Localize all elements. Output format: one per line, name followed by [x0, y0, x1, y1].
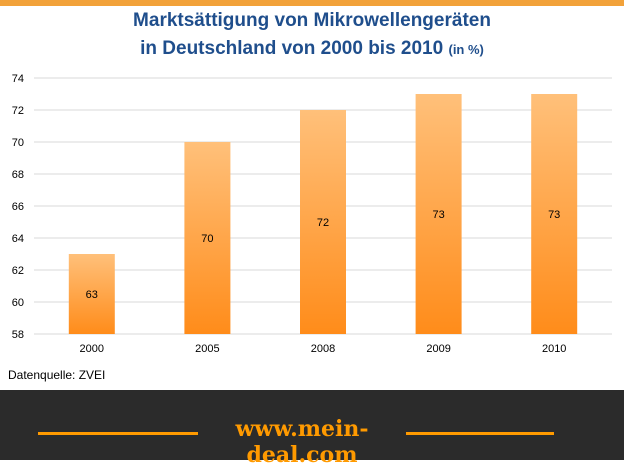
chart-title-line2: in Deutschland von 2000 bis 2010 (in %) [0, 38, 624, 60]
bar-2009 [415, 94, 462, 334]
y-tick-label-72: 72 [12, 105, 24, 117]
data-label-2009: 73 [432, 209, 444, 221]
bar-2005 [184, 142, 231, 334]
y-tick-label-74: 74 [12, 73, 24, 85]
data-label-2005: 70 [201, 233, 213, 245]
x-tick-label-2010: 2010 [542, 343, 566, 355]
footer-bar [0, 390, 624, 460]
footer-line-left [38, 432, 198, 435]
x-tick-label-2009: 2009 [426, 343, 450, 355]
data-label-2010: 73 [548, 209, 560, 221]
footer-url-link[interactable]: www.mein-deal.com [235, 416, 369, 468]
chart-title-unit: (in %) [448, 42, 484, 57]
y-tick-label-70: 70 [12, 137, 24, 149]
data-label-2000: 63 [86, 289, 98, 301]
x-tick-label-2000: 2000 [80, 343, 104, 355]
y-tick-label-60: 60 [12, 297, 24, 309]
chart-title-line1: Marktsättigung von Mikrowellengeräten [133, 10, 491, 31]
x-tick-label-2008: 2008 [311, 343, 335, 355]
y-tick-label-66: 66 [12, 201, 24, 213]
y-tick-label-58: 58 [12, 329, 24, 341]
bar-2000 [68, 254, 115, 334]
data-source-note: Datenquelle: ZVEI [8, 368, 106, 382]
top-accent-stripe [0, 0, 624, 6]
footer-line-right [406, 432, 554, 435]
data-label-2008: 72 [317, 217, 329, 229]
y-tick-label-62: 62 [12, 265, 24, 277]
bar-2010 [531, 94, 578, 334]
x-tick-label-2005: 2005 [195, 343, 219, 355]
y-tick-label-68: 68 [12, 169, 24, 181]
bar-2008 [300, 110, 346, 334]
y-tick-label-64: 64 [12, 233, 24, 245]
chart-title-line2-text: in Deutschland von 2000 bis 2010 [140, 38, 444, 59]
